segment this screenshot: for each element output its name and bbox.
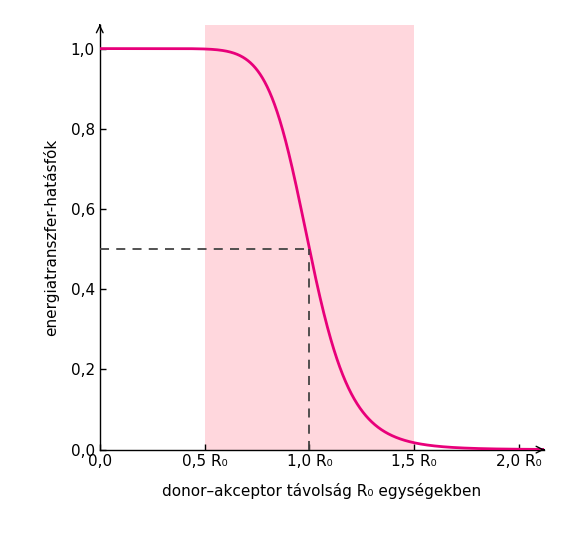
- Y-axis label: energiatranszfer-hatásfók: energiatranszfer-hatásfók: [43, 138, 59, 336]
- Bar: [205, 25, 414, 450]
- X-axis label: donor–akceptor távolság R₀ egységekben: donor–akceptor távolság R₀ egységekben: [162, 483, 482, 499]
